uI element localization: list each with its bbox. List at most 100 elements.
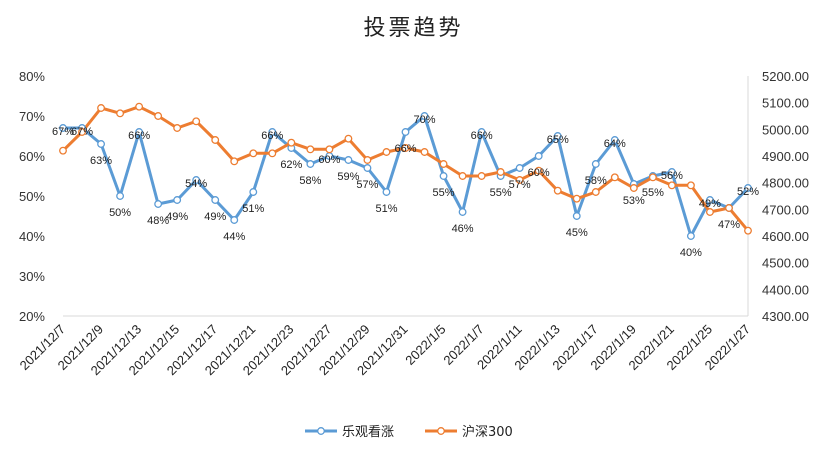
series-2-point xyxy=(116,109,125,118)
data-label: 67% xyxy=(71,126,93,138)
series-2-point xyxy=(534,166,543,175)
series-2-point xyxy=(420,148,429,156)
series-2-point xyxy=(725,204,733,212)
series-1-point xyxy=(230,216,239,224)
series-2-point xyxy=(667,181,676,190)
data-label: 66% xyxy=(261,130,283,142)
series-1-point xyxy=(306,160,315,168)
series-1-point xyxy=(744,184,752,192)
legend-swatch-marker xyxy=(437,427,445,435)
y-right-tick-label: 4400.00 xyxy=(762,282,809,297)
data-label: 47% xyxy=(718,219,740,231)
series-2-point xyxy=(230,157,239,166)
y-right-tick-label: 4600.00 xyxy=(762,229,809,244)
series-2-point xyxy=(439,160,448,168)
legend-label: 沪深300 xyxy=(462,424,513,440)
series-2-point xyxy=(686,181,695,190)
series-1-point xyxy=(705,196,714,204)
data-label: 49% xyxy=(204,211,226,223)
y-left-tick-label: 20% xyxy=(19,309,45,324)
y-right-tick-label: 4500.00 xyxy=(762,256,809,271)
series-2-point xyxy=(705,208,714,216)
series-2-point xyxy=(268,149,277,158)
series-2-point xyxy=(154,112,163,120)
series-1-point xyxy=(515,164,524,172)
series-1-point xyxy=(686,232,695,240)
series-2-point xyxy=(287,138,296,147)
series-2-point xyxy=(401,144,410,152)
series-2-point xyxy=(344,134,353,143)
y-right-tick-label: 5200.00 xyxy=(762,69,809,84)
series-1-point xyxy=(420,112,429,120)
data-label: 66% xyxy=(128,130,150,142)
series-2-point xyxy=(192,117,201,126)
y-left-tick-label: 70% xyxy=(19,109,45,124)
data-label: 58% xyxy=(299,175,321,187)
series-2-point xyxy=(610,173,619,182)
data-label: 51% xyxy=(375,203,397,215)
series-2-point xyxy=(496,168,505,176)
data-label: 64% xyxy=(604,138,626,150)
y-left-tick-label: 80% xyxy=(19,69,45,84)
y-right-tick-label: 5100.00 xyxy=(762,96,809,111)
series-2-point xyxy=(78,128,86,136)
data-label: 60% xyxy=(528,167,550,179)
series-1-point xyxy=(344,156,353,164)
series-1-point xyxy=(59,124,67,132)
series-2-point xyxy=(458,172,467,180)
series-1-point xyxy=(553,132,562,140)
data-label: 62% xyxy=(280,159,302,171)
series-1-point xyxy=(268,128,277,136)
series-1-point xyxy=(173,196,182,204)
data-label: 70% xyxy=(414,114,436,126)
y-right-tick-label: 4800.00 xyxy=(762,176,809,191)
y-left-tick-label: 50% xyxy=(19,189,45,204)
data-label: 51% xyxy=(242,203,264,215)
series-2-point xyxy=(135,102,144,111)
series-2-point xyxy=(97,104,106,112)
series-1-point xyxy=(249,188,258,196)
series-1-point xyxy=(534,152,543,160)
y-left-tick-label: 30% xyxy=(19,269,45,284)
data-label: 65% xyxy=(547,134,569,146)
data-label: 53% xyxy=(623,195,645,207)
data-label: 44% xyxy=(223,231,245,243)
data-label: 55% xyxy=(490,187,512,199)
data-label: 60% xyxy=(318,154,340,166)
data-label: 59% xyxy=(337,171,359,183)
series-1-point xyxy=(116,192,125,200)
series-1-point xyxy=(477,128,486,136)
data-label: 57% xyxy=(509,179,531,191)
series-2-point xyxy=(306,145,315,154)
series-2-point xyxy=(572,194,581,203)
data-label: 49% xyxy=(166,211,188,223)
series-1-point xyxy=(363,164,372,172)
series-2-point xyxy=(249,149,258,158)
data-label: 55% xyxy=(433,187,455,199)
series-1-point xyxy=(97,140,106,148)
series-2-point xyxy=(325,145,334,154)
series-1-point xyxy=(572,212,581,220)
data-label: 46% xyxy=(452,223,474,235)
series-1-point xyxy=(439,172,448,180)
data-label: 40% xyxy=(680,247,702,259)
legend-label: 乐观看涨 xyxy=(342,424,394,440)
y-left-tick-label: 40% xyxy=(19,229,45,244)
series-2-point xyxy=(553,186,562,195)
series-1-point xyxy=(667,168,676,176)
y-left-tick-label: 60% xyxy=(19,149,45,164)
data-label: 55% xyxy=(642,187,664,199)
series-2-point xyxy=(59,146,67,155)
y-right-tick-label: 4300.00 xyxy=(762,309,809,324)
data-label: 57% xyxy=(356,179,378,191)
legend-swatch-marker xyxy=(317,427,325,435)
series-2-point xyxy=(363,156,372,164)
data-label: 67% xyxy=(52,126,74,138)
series-1-point xyxy=(458,208,467,216)
y-right-tick-label: 4700.00 xyxy=(762,202,809,217)
series-1-point xyxy=(591,160,600,168)
data-label: 66% xyxy=(394,143,416,155)
series-1-point xyxy=(382,188,391,196)
